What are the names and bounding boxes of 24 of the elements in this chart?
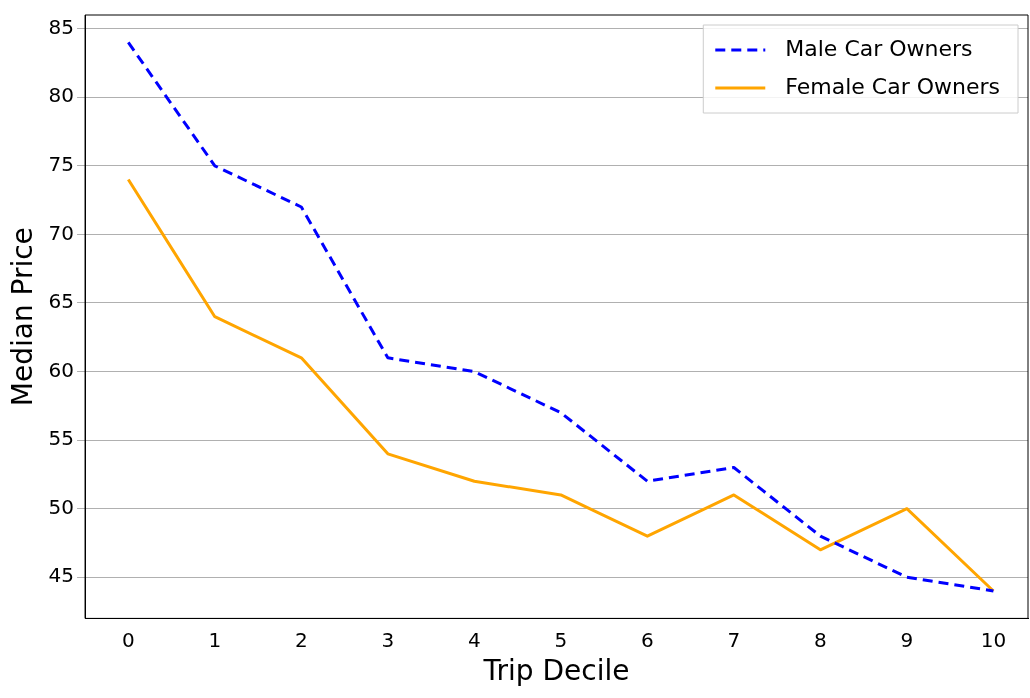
y-tick-label: 75: [48, 152, 75, 177]
x-tick-label: 4: [467, 627, 481, 652]
y-axis-title: Median Price: [6, 227, 40, 407]
y-tick-label: 80: [48, 83, 75, 108]
y-tick-label: 60: [48, 357, 75, 382]
x-tick-label: 6: [640, 627, 654, 652]
x-tick-label: 3: [381, 627, 395, 652]
x-tick-label: 5: [554, 627, 568, 652]
x-tick-label: 8: [814, 627, 827, 652]
y-tick-label: 45: [48, 563, 75, 588]
y-tick-label: 55: [48, 426, 75, 451]
y-tick-label: 85: [48, 14, 75, 39]
x-tick-label: 0: [121, 627, 135, 652]
y-tick-label: 70: [48, 220, 75, 245]
x-tick-label: 2: [294, 627, 308, 652]
y-tick-label: 50: [48, 494, 75, 519]
x-tick-label: 1: [208, 627, 222, 652]
legend-label: Male Car Owners: [785, 35, 973, 61]
legend-label: Female Car Owners: [785, 73, 1000, 99]
x-tick-label: 7: [727, 627, 741, 652]
x-tick-label: 9: [900, 627, 914, 652]
x-tick-label: 10: [980, 627, 1007, 652]
x-axis-title: Trip Decile: [482, 654, 630, 688]
y-tick-label: 65: [48, 289, 75, 314]
